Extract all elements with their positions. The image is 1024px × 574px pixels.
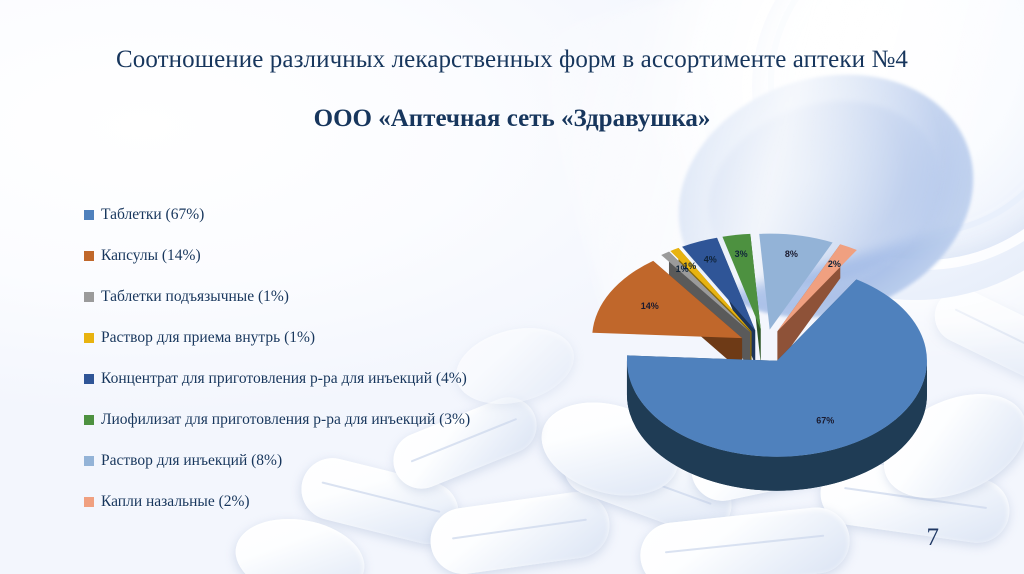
legend-item[interactable]: Раствор для инъекций (8%) [84,440,584,481]
legend-item-label: Таблетки подъязычные (1%) [101,287,289,305]
pie-slice-label: 2% [828,259,841,269]
legend-swatch-icon [84,373,94,384]
pie-slice[interactable] [670,247,752,332]
page-title: Соотношение различных лекарственных форм… [115,46,908,73]
pie-slice-label: 3% [735,249,748,259]
pie-slice-label: 4% [704,254,717,264]
page-number: 7 [926,524,940,551]
legend-item-label: Капли назальные (2%) [101,492,250,510]
pie-slice[interactable] [722,233,761,330]
pie-slice-label: 8% [785,249,798,259]
legend-item[interactable]: Капсулы (14%) [84,235,584,276]
pie-slice-label: 67% [816,415,834,425]
legend-item[interactable]: Концентрат для приготовления р-ра для ин… [84,358,584,399]
legend-swatch-icon [84,291,94,302]
pie-slice[interactable] [682,237,756,331]
pie-slice-label: 1% [683,261,696,271]
pie-slice[interactable] [592,260,743,339]
legend-item[interactable]: Таблетки подъязычные (1%) [84,276,584,317]
pie-slice-label: 14% [641,301,659,311]
pie-slice-label: 1% [676,264,689,274]
legend-swatch-icon [84,209,94,220]
pie-slice[interactable] [777,244,857,332]
legend-item-label: Лиофилизат для приготовления р-ра для ин… [101,410,471,428]
legend-item[interactable]: Лиофилизат для приготовления р-ра для ин… [84,399,584,440]
legend-item-label: Раствор для инъекций (8%) [101,451,283,469]
legend-item-label: Раствор для приема внутрь (1%) [101,328,316,346]
legend-item[interactable]: Таблетки (67%) [84,194,584,235]
pie-slice[interactable] [661,251,751,333]
legend-swatch-icon [84,455,94,466]
legend-item[interactable]: Раствор для приема внутрь (1%) [84,317,584,358]
pie-slice[interactable] [626,279,927,457]
legend-item-label: Капсулы (14%) [101,246,201,264]
legend-swatch-icon [84,332,94,343]
title-block: Соотношение различных лекарственных форм… [0,44,1024,133]
legend-item-label: Концентрат для приготовления р-ра для ин… [101,369,467,387]
legend-item-label: Таблетки (67%) [101,205,205,223]
legend-swatch-icon [84,496,94,507]
page-subtitle: ООО «Аптечная сеть «Здравушка» [313,105,711,133]
chart-legend: Таблетки (67%) Капсулы (14%) Таблетки подъ… [84,194,584,522]
legend-swatch-icon [84,414,94,425]
legend-swatch-icon [84,250,94,261]
legend-item[interactable]: Капли назальные (2%) [84,481,584,522]
pie-chart: 67% 14% 1% 1% 4% 3% 8% 2% [520,178,990,491]
pie-slice[interactable] [759,233,833,330]
